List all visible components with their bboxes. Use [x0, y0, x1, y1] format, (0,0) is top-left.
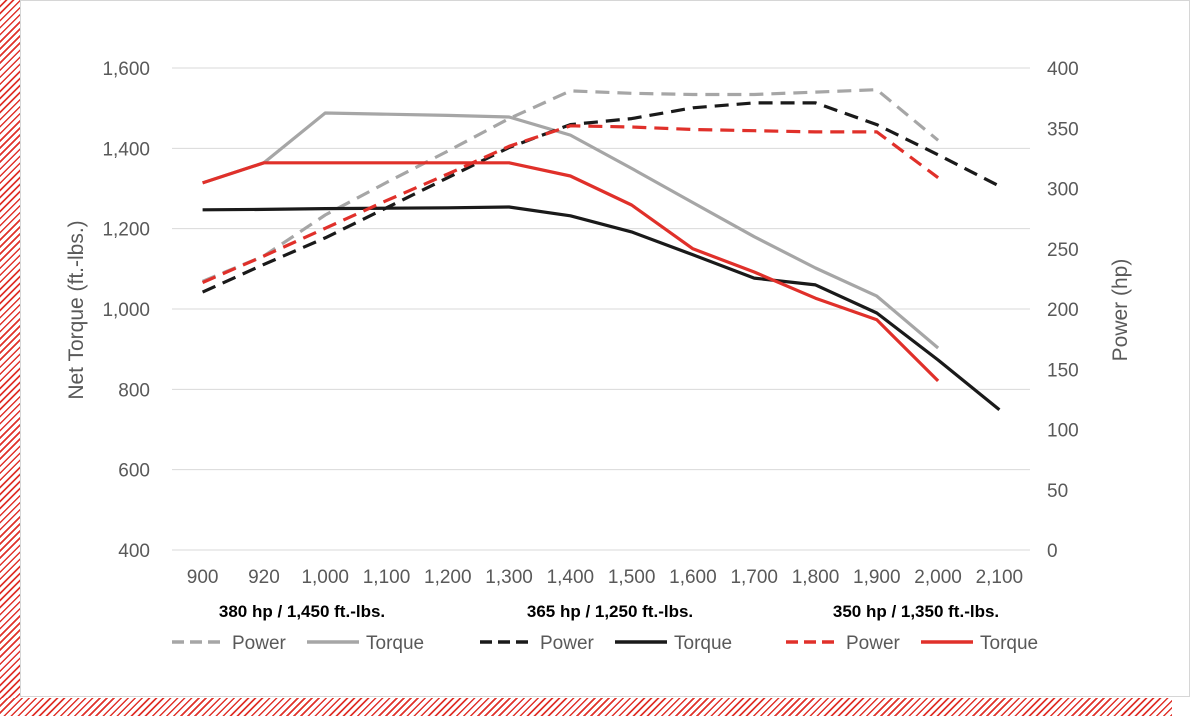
series-power-group-0 [201, 88, 940, 283]
legend-group-title: 380 hp / 1,450 ft.-lbs. [219, 602, 385, 621]
left-tick-label: 1,000 [102, 300, 150, 321]
right-axis-title: Power (hp) [1109, 259, 1132, 362]
x-tick-label: 1,200 [424, 567, 472, 588]
legend-torque-label: Torque [366, 633, 424, 654]
legend-power-label: Power [540, 633, 595, 654]
series-line [201, 88, 940, 283]
x-tick-label: 2,100 [976, 567, 1024, 588]
series-torque-group-2 [202, 161, 940, 383]
x-tick-label: 1,100 [363, 567, 411, 588]
series-torque-group-1 [202, 205, 1001, 412]
right-tick-label: 150 [1047, 360, 1079, 381]
chart-card [20, 0, 1190, 697]
series-power-group-2 [201, 124, 940, 284]
left-tick-label: 1,200 [102, 220, 150, 241]
right-tick-label: 350 [1047, 119, 1079, 140]
legend-power-label: Power [846, 633, 901, 654]
decorative-stripe-left [0, 0, 20, 716]
legend-group-title: 350 hp / 1,350 ft.-lbs. [833, 602, 999, 621]
series-line [202, 161, 940, 383]
x-tick-label: 1,700 [730, 567, 778, 588]
left-tick-label: 400 [118, 541, 150, 562]
series-lines [201, 88, 1001, 412]
x-axis-ticks: 900 920 1,000 1,100 1,200 1,300 1,400 1,500 1,60… [187, 567, 1023, 588]
right-axis-ticks: 0 50 100 150 200 250 300 350 400 [1047, 59, 1079, 562]
series-line [202, 205, 1001, 412]
legend-power-label: Power [232, 633, 287, 654]
series-line [201, 101, 1001, 294]
x-tick-label: 1,800 [792, 567, 840, 588]
right-tick-label: 0 [1047, 541, 1058, 562]
decorative-stripe-bottom [0, 698, 1172, 716]
x-tick-label: 1,000 [301, 567, 349, 588]
legend-torque-label: Torque [674, 633, 732, 654]
right-tick-label: 50 [1047, 481, 1068, 502]
x-tick-label: 1,300 [485, 567, 533, 588]
left-tick-label: 800 [118, 380, 150, 401]
gridlines [172, 67, 1030, 551]
x-tick-label: 900 [187, 567, 219, 588]
x-tick-label: 920 [248, 567, 280, 588]
series-power-group-1 [201, 101, 1001, 294]
left-tick-label: 1,400 [102, 139, 150, 160]
left-axis-title: Net Torque (ft.-lbs.) [65, 220, 88, 399]
legend-torque-label: Torque [980, 633, 1038, 654]
right-tick-label: 400 [1047, 59, 1079, 80]
legend-group: 380 hp / 1,450 ft.-lbs. Power Torque [172, 602, 424, 654]
x-tick-label: 2,000 [914, 567, 962, 588]
left-axis-ticks: 400 600 800 1,000 1,200 1,400 1,600 [102, 59, 150, 562]
right-tick-label: 100 [1047, 421, 1079, 442]
legend-group: 365 hp / 1,250 ft.-lbs. Power Torque [480, 602, 732, 654]
legend-group-title: 365 hp / 1,250 ft.-lbs. [527, 602, 693, 621]
left-tick-label: 1,600 [102, 59, 150, 80]
right-tick-label: 200 [1047, 300, 1079, 321]
x-tick-label: 1,900 [853, 567, 901, 588]
right-tick-label: 250 [1047, 240, 1079, 261]
x-tick-label: 1,400 [547, 567, 595, 588]
series-line [201, 124, 940, 284]
right-tick-label: 300 [1047, 180, 1079, 201]
x-tick-label: 1,600 [669, 567, 717, 588]
x-tick-label: 1,500 [608, 567, 656, 588]
legend-group: 350 hp / 1,350 ft.-lbs. Power Torque [786, 602, 1038, 654]
left-tick-label: 600 [118, 461, 150, 482]
